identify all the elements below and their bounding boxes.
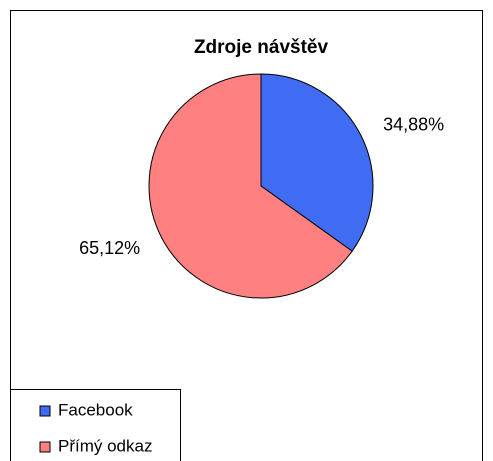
legend: Facebook Přímý odkaz — [10, 389, 181, 461]
legend-swatch — [39, 405, 51, 417]
legend-box — [10, 389, 181, 461]
data-label: 65,12% — [79, 238, 140, 258]
data-label: 34,88% — [383, 115, 444, 135]
chart-title: Zdroje návštěv — [194, 37, 329, 58]
legend-swatch — [39, 441, 51, 453]
pie-slice — [260, 73, 374, 252]
legend-label: Facebook — [58, 400, 133, 419]
legend-label: Přímý odkaz — [58, 436, 152, 455]
pie: 34,88% 65,12% — [79, 73, 444, 299]
pie-slice — [148, 73, 353, 299]
